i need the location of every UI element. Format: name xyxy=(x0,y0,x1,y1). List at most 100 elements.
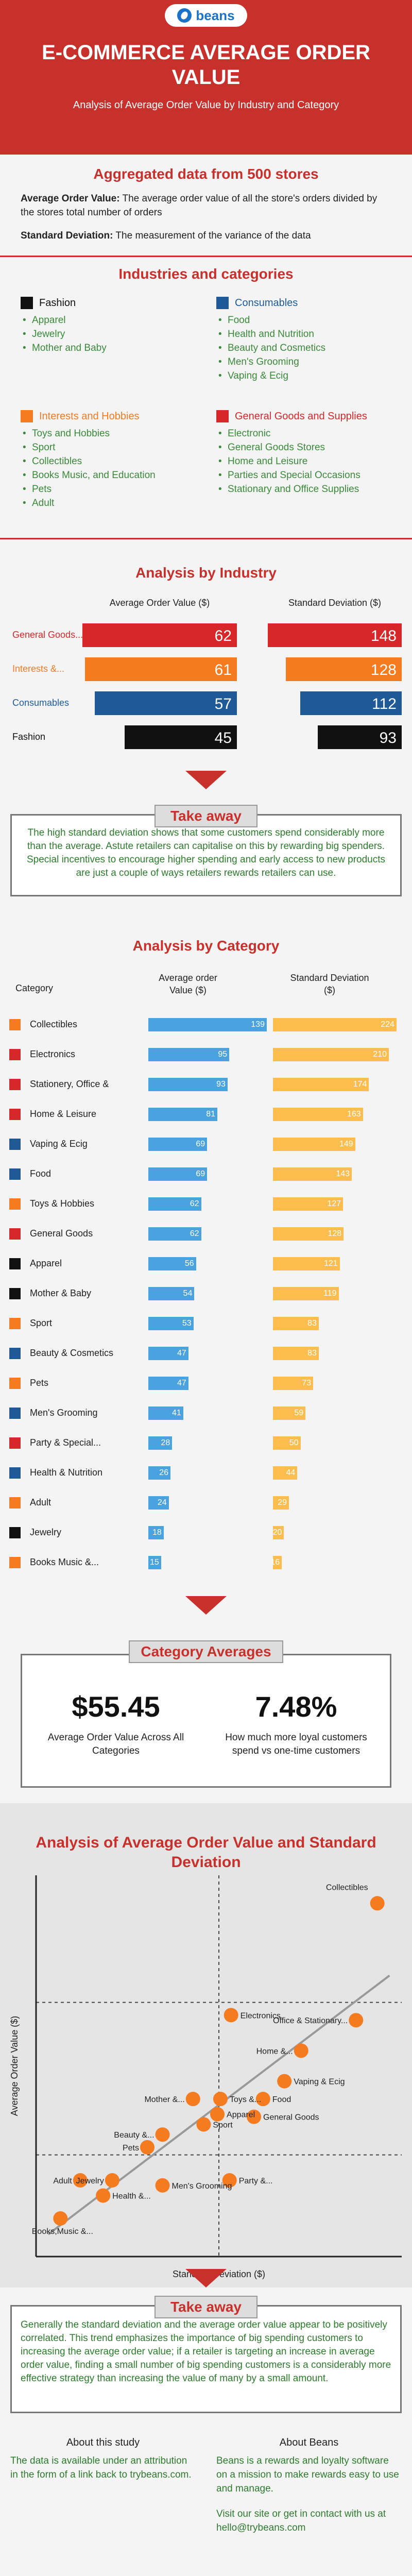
industry-swatch xyxy=(21,297,33,309)
category-swatch xyxy=(9,1467,21,1479)
industry-item: Collectibles xyxy=(21,454,206,468)
category-swatch xyxy=(9,1198,21,1210)
industry-row-label: General Goods... xyxy=(12,630,83,640)
category-sd-bar: 83 xyxy=(273,1347,319,1360)
industry-group-header: General Goods and Supplies xyxy=(216,410,402,422)
scatter-point xyxy=(247,2109,262,2124)
category-aov-bar: 28 xyxy=(148,1436,173,1450)
category-sd-bar: 143 xyxy=(273,1167,352,1181)
aov-definition: Average Order Value: The average order v… xyxy=(21,192,391,219)
scatter-point-label: Beauty &... xyxy=(114,2131,154,2140)
category-row: Apparel 56 121 xyxy=(0,1252,412,1276)
category-aov-value: 139 xyxy=(251,1020,265,1029)
industry-item: Beauty and Cosmetics xyxy=(216,341,402,355)
category-name: Mother & Baby xyxy=(30,1288,92,1298)
industry-item: Mother and Baby xyxy=(21,341,206,355)
scatter-point xyxy=(73,2173,88,2188)
category-aov-value: 62 xyxy=(190,1199,199,1208)
category-aov-bar: 62 xyxy=(148,1197,201,1211)
industry-aov-bar: 57 xyxy=(95,691,237,715)
category-sd-bar: 121 xyxy=(273,1257,340,1270)
category-row: Men's Grooming 41 59 xyxy=(0,1401,412,1425)
scatter-point-label: Books,Music &... xyxy=(32,2227,93,2236)
category-row: Health & Nutrition 26 44 xyxy=(0,1461,412,1485)
category-swatch xyxy=(9,1019,21,1030)
takeaway-box-2 xyxy=(10,2305,402,2413)
category-swatch xyxy=(9,1049,21,1060)
category-sd-value: 127 xyxy=(327,1199,341,1208)
industry-aov-value: 45 xyxy=(214,730,232,747)
arrow-down-icon xyxy=(185,771,227,789)
scatter-point xyxy=(185,2092,200,2107)
category-sd-value: 174 xyxy=(353,1080,367,1089)
industry-sd-value: 128 xyxy=(370,662,397,679)
category-sd-value: 29 xyxy=(278,1498,287,1507)
industry-item: Pets xyxy=(21,482,206,496)
category-swatch xyxy=(9,1139,21,1150)
industry-analysis-title: Analysis by Industry xyxy=(135,565,277,581)
industry-sd-bar: 93 xyxy=(317,725,402,749)
industry-row-label: Interests &... xyxy=(12,664,65,674)
aov-def: The average order value of all the store… xyxy=(21,193,377,218)
industry-sd-bar: 128 xyxy=(286,657,402,681)
category-sd-bar: 50 xyxy=(273,1436,301,1450)
category-sd-value: 73 xyxy=(302,1379,312,1387)
industry-group: Fashion ApparelJewelryMother and Baby xyxy=(21,297,206,355)
scatter-point xyxy=(349,2013,364,2028)
category-swatch xyxy=(9,1557,21,1568)
category-swatch xyxy=(9,1378,21,1389)
sd-def: The measurement of the variance of the d… xyxy=(113,230,311,241)
scatter-point-label: Jewelry xyxy=(76,2177,104,2185)
category-aov-bar: 81 xyxy=(148,1108,218,1121)
category-row: General Goods 62 128 xyxy=(0,1222,412,1246)
logo-text: beans xyxy=(196,7,235,23)
industry-item: Adult xyxy=(21,496,206,510)
industry-item: Parties and Special Occasions xyxy=(216,468,402,482)
sd-term: Standard Deviation: xyxy=(21,230,113,241)
category-sd-value: 44 xyxy=(286,1468,296,1477)
industry-sd-value: 112 xyxy=(372,696,397,713)
industry-aov-bar: 45 xyxy=(125,725,237,749)
category-aov-value: 15 xyxy=(150,1558,159,1567)
industry-aov-bar: 61 xyxy=(84,657,237,681)
category-sd-bar: 224 xyxy=(273,1018,397,1031)
category-row: Vaping & Ecig 69 149 xyxy=(0,1132,412,1156)
scatter-point xyxy=(213,2092,228,2107)
scatter-point-label: Office & Stationary... xyxy=(273,2016,348,2025)
industry-sd-bar: 148 xyxy=(268,623,402,647)
category-aov-value: 93 xyxy=(216,1080,226,1089)
industry-row-label: Consumables xyxy=(12,698,70,708)
category-swatch xyxy=(9,1408,21,1419)
category-sd-value: 163 xyxy=(347,1110,361,1118)
category-name: Apparel xyxy=(30,1258,62,1268)
category-row: Collectibles 139 224 xyxy=(0,1013,412,1037)
category-swatch xyxy=(9,1258,21,1269)
category-swatch xyxy=(9,1527,21,1538)
scatter-point xyxy=(105,2173,119,2188)
scatter-point xyxy=(294,2043,308,2058)
scatter-point xyxy=(277,2074,292,2089)
beans-logo[interactable]: beans xyxy=(165,4,247,27)
category-aov-value: 81 xyxy=(206,1110,216,1118)
loyal-label: How much more loyal customers spend vs o… xyxy=(225,1732,367,1756)
industry-item: Stationary and Office Supplies xyxy=(216,482,402,496)
category-aov-bar: 69 xyxy=(148,1167,208,1181)
category-name: Books Music &... xyxy=(30,1557,99,1567)
category-aov-value: 26 xyxy=(159,1468,169,1477)
scatter-point-label: Adult xyxy=(53,2177,72,2185)
category-sd-bar: 20 xyxy=(273,1526,284,1539)
intro-title: Aggregated data from 500 stores xyxy=(93,166,319,182)
category-name: Home & Leisure xyxy=(30,1109,97,1119)
divider xyxy=(0,538,412,539)
industry-item: Toys and Hobbies xyxy=(21,427,206,440)
contact-text[interactable]: Visit our site or get in contact with us… xyxy=(216,2509,386,2533)
category-row: Stationery, Office & 93 174 xyxy=(0,1073,412,1096)
category-aov-bar: 62 xyxy=(148,1227,201,1241)
scatter-point xyxy=(155,2178,170,2193)
industry-item: Health and Nutrition xyxy=(216,327,402,341)
loyal-value: 7.48% xyxy=(255,1690,337,1723)
industry-item: General Goods Stores xyxy=(216,440,402,454)
scatter-point-label: Pets xyxy=(123,2144,139,2153)
category-sd-value: 143 xyxy=(336,1170,350,1178)
scatter-point xyxy=(96,2188,111,2203)
